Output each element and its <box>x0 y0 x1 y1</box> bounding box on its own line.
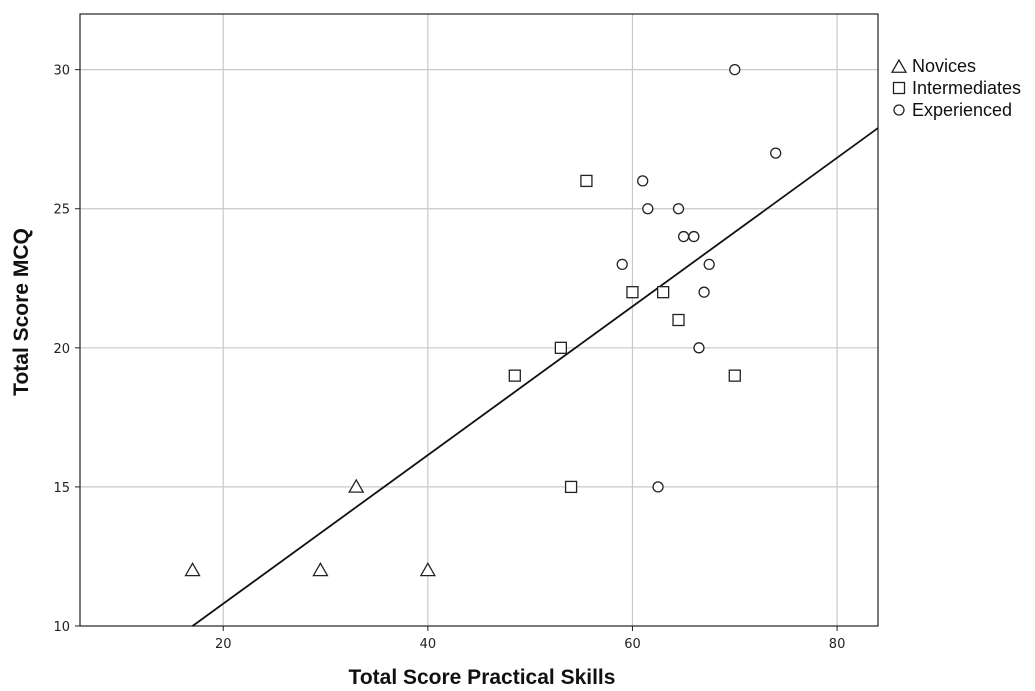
grid-lines <box>80 14 878 626</box>
experienced-point <box>688 230 700 243</box>
intermediates-point <box>672 313 685 327</box>
data-points <box>184 63 782 577</box>
experienced-point <box>637 175 649 187</box>
intermediates-point <box>728 369 741 382</box>
legend-triangle-icon <box>890 58 908 73</box>
experienced-point <box>698 286 710 298</box>
legend-square-icon <box>892 81 906 95</box>
y-tick-label: 25 <box>53 203 70 218</box>
legend-label-experienced: Experienced <box>912 100 1012 120</box>
y-tick-label: 15 <box>53 481 70 496</box>
y-tick-label: 20 <box>53 342 70 357</box>
x-axis-title: Total Score Practical Skills <box>349 666 616 689</box>
experienced-point <box>729 63 741 76</box>
y-tick-label: 10 <box>53 620 70 635</box>
experienced-point <box>642 203 654 215</box>
intermediates-point <box>564 480 578 494</box>
intermediates-point <box>554 341 567 354</box>
experienced-point <box>652 481 664 493</box>
experienced-point <box>677 230 690 243</box>
plot-area-frame <box>79 13 879 627</box>
y-tick-label: 30 <box>53 64 70 79</box>
y-axis-title: Total Score MCQ <box>10 228 33 396</box>
legend-circle-icon <box>893 104 905 116</box>
experienced-point <box>770 147 782 159</box>
intermediates-point <box>626 286 639 299</box>
x-tick-label: 60 <box>624 637 641 652</box>
intermediates-point <box>580 174 593 188</box>
novices-point <box>312 562 329 577</box>
novices-point <box>419 562 436 577</box>
x-tick-label: 40 <box>420 637 437 652</box>
experienced-point <box>672 203 685 215</box>
legend-label-intermediates: Intermediates <box>912 78 1021 98</box>
experienced-point <box>693 342 705 354</box>
x-tick-label: 20 <box>215 637 232 652</box>
regression-line <box>192 127 879 627</box>
legend-label-novices: Novices <box>912 56 976 76</box>
experienced-point <box>616 258 628 271</box>
axis-ticks: 20 40 60 80 10 15 20 25 30 <box>53 64 845 652</box>
intermediates-point <box>508 369 521 382</box>
novices-point <box>348 478 365 493</box>
x-tick-label: 80 <box>829 637 846 652</box>
intermediates-point <box>657 286 670 299</box>
experienced-point <box>703 258 715 271</box>
novices-point <box>184 562 201 577</box>
